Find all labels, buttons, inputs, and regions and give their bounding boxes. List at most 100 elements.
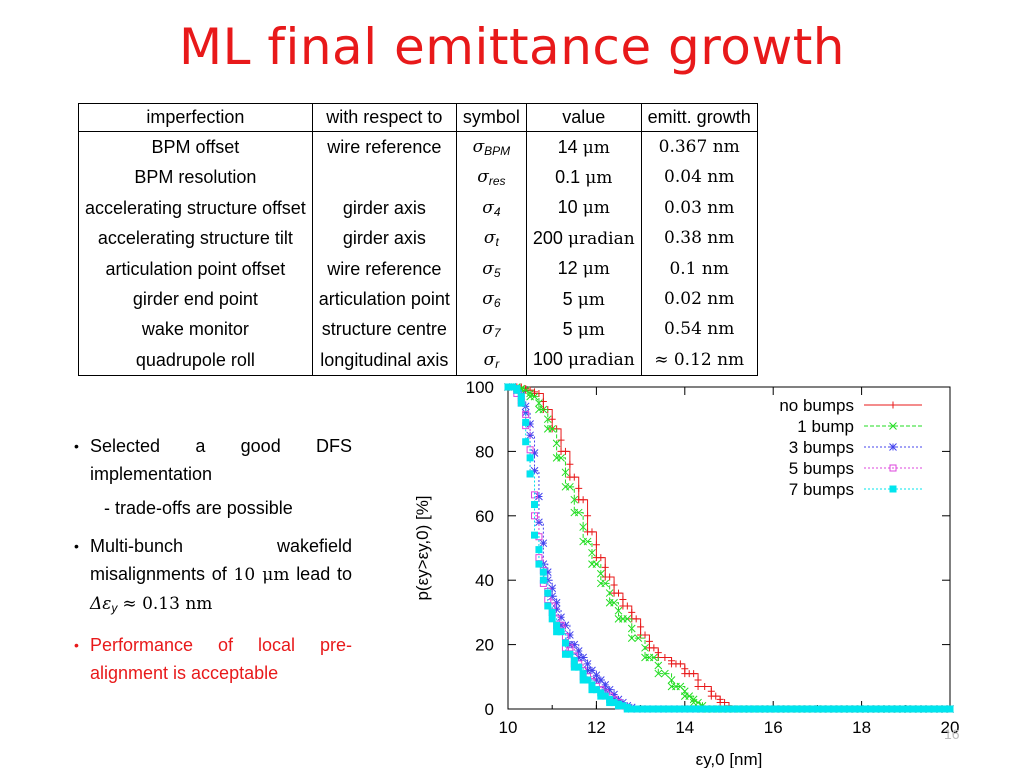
series-point-1	[566, 482, 574, 491]
series-point-2	[601, 680, 610, 689]
series-point-2	[596, 676, 605, 684]
symbol-base: σ	[482, 258, 494, 279]
series-point-1	[539, 405, 548, 414]
value-unit: μm	[577, 319, 605, 340]
bullet-wakefield: • Multi-bunch wakefield misalignments of…	[74, 532, 352, 619]
series-point-4	[592, 686, 600, 694]
series-point-4	[548, 608, 556, 616]
series-point-0	[561, 447, 569, 455]
cell-imperfection: accelerating structure tilt	[78, 223, 313, 254]
series-point-2	[543, 568, 552, 577]
cell-reference: structure centre	[311, 314, 457, 345]
series-point-4	[872, 705, 880, 713]
series-point-4	[522, 438, 530, 446]
cell-imperfection: BPM resolution	[78, 162, 313, 193]
bullet-dot: •	[74, 538, 79, 554]
value-unit: μm	[582, 137, 610, 158]
series-point-4	[526, 454, 534, 462]
imperfections-table: imperfection with respect to symbol valu…	[78, 103, 758, 377]
series-point-1	[661, 669, 669, 678]
table-row: articulation point offset wire reference σ…	[78, 253, 758, 285]
series-point-0	[694, 682, 702, 690]
series-point-1	[627, 624, 636, 633]
header-reference: with respect to	[311, 103, 457, 132]
legend-marker-2	[889, 443, 897, 451]
series-point-1	[667, 676, 676, 684]
cell-imperfection: articulation point offset	[78, 253, 313, 285]
series-point-4	[877, 705, 885, 713]
series-point-4	[708, 705, 716, 713]
series-point-4	[845, 705, 853, 713]
series-point-1	[634, 634, 643, 643]
series-point-4	[539, 568, 547, 576]
series-point-1	[570, 495, 579, 504]
series-point-0	[641, 631, 649, 639]
cell-symbol: σt	[455, 223, 527, 254]
series-point-0	[701, 682, 709, 690]
x-axis-label: εy,0 [nm]	[696, 750, 763, 768]
series-point-2	[552, 605, 561, 614]
symbol-sub: 7	[493, 326, 501, 341]
series-point-4	[671, 705, 679, 713]
series-point-4	[570, 657, 578, 665]
series-point-4	[703, 705, 711, 713]
symbol-base: σ	[483, 349, 496, 370]
series-point-1	[535, 399, 543, 407]
series-point-4	[584, 676, 592, 684]
series-point-2	[574, 653, 583, 662]
cell-value: 14 μm	[525, 131, 642, 163]
series-point-4	[682, 705, 690, 713]
series-point-4	[548, 615, 556, 623]
cell-symbol: σres	[455, 162, 527, 193]
series-point-0	[712, 692, 720, 700]
series-point-0	[637, 623, 645, 631]
series-point-1	[552, 439, 561, 448]
series-point-4	[553, 621, 561, 629]
series-point-2	[583, 660, 592, 668]
series-point-4	[782, 705, 790, 713]
symbol-base: σ	[472, 137, 485, 157]
symbol-base: σ	[477, 167, 489, 188]
y-tick-label: 20	[475, 636, 494, 655]
series-point-0	[584, 512, 592, 520]
series-point-4	[888, 705, 896, 713]
symbol-sub: 5	[493, 265, 501, 280]
series-point-4	[629, 705, 637, 713]
table-row: wake monitor structure centre σ7 5 μm 0.54 n…	[78, 314, 758, 345]
series-point-0	[610, 581, 618, 589]
series-point-4	[724, 705, 732, 713]
series-point-2	[592, 671, 601, 680]
series-point-0	[588, 528, 596, 536]
series-point-4	[504, 383, 512, 391]
table-row: accelerating structure tilt girder axis σt…	[78, 223, 758, 254]
series-point-4	[745, 705, 753, 713]
series-point-1	[574, 508, 583, 517]
series-point-1	[526, 389, 534, 398]
series-point-1	[694, 698, 702, 707]
cell-reference: wire reference	[311, 131, 457, 163]
series-point-4	[777, 705, 785, 713]
series-point-4	[935, 705, 943, 713]
series-point-4	[557, 628, 565, 636]
cell-value: 5 μm	[525, 314, 642, 345]
cell-value: 0.1 μm	[525, 162, 642, 193]
series-point-2	[570, 640, 579, 649]
value-number: 100	[532, 349, 563, 370]
series-point-4	[851, 705, 859, 713]
header-symbol: symbol	[455, 103, 527, 132]
value-number: 12	[557, 258, 578, 279]
series-point-4	[610, 699, 618, 707]
series-point-2	[561, 621, 570, 630]
series-point-4	[898, 705, 906, 713]
series-point-4	[606, 699, 614, 707]
cell-growth: ≈ 0.12 nm	[640, 344, 758, 377]
series-point-0	[650, 644, 658, 652]
series-point-0	[548, 415, 556, 423]
symbol-base: σ	[482, 197, 494, 218]
cell-reference: girder axis	[311, 223, 457, 254]
series-point-2	[592, 676, 601, 684]
series-point-4	[798, 705, 806, 713]
series-point-2	[521, 408, 530, 417]
legend-label-2: 3 bumps	[789, 438, 854, 457]
cell-reference: longitudinal axis	[311, 344, 457, 377]
